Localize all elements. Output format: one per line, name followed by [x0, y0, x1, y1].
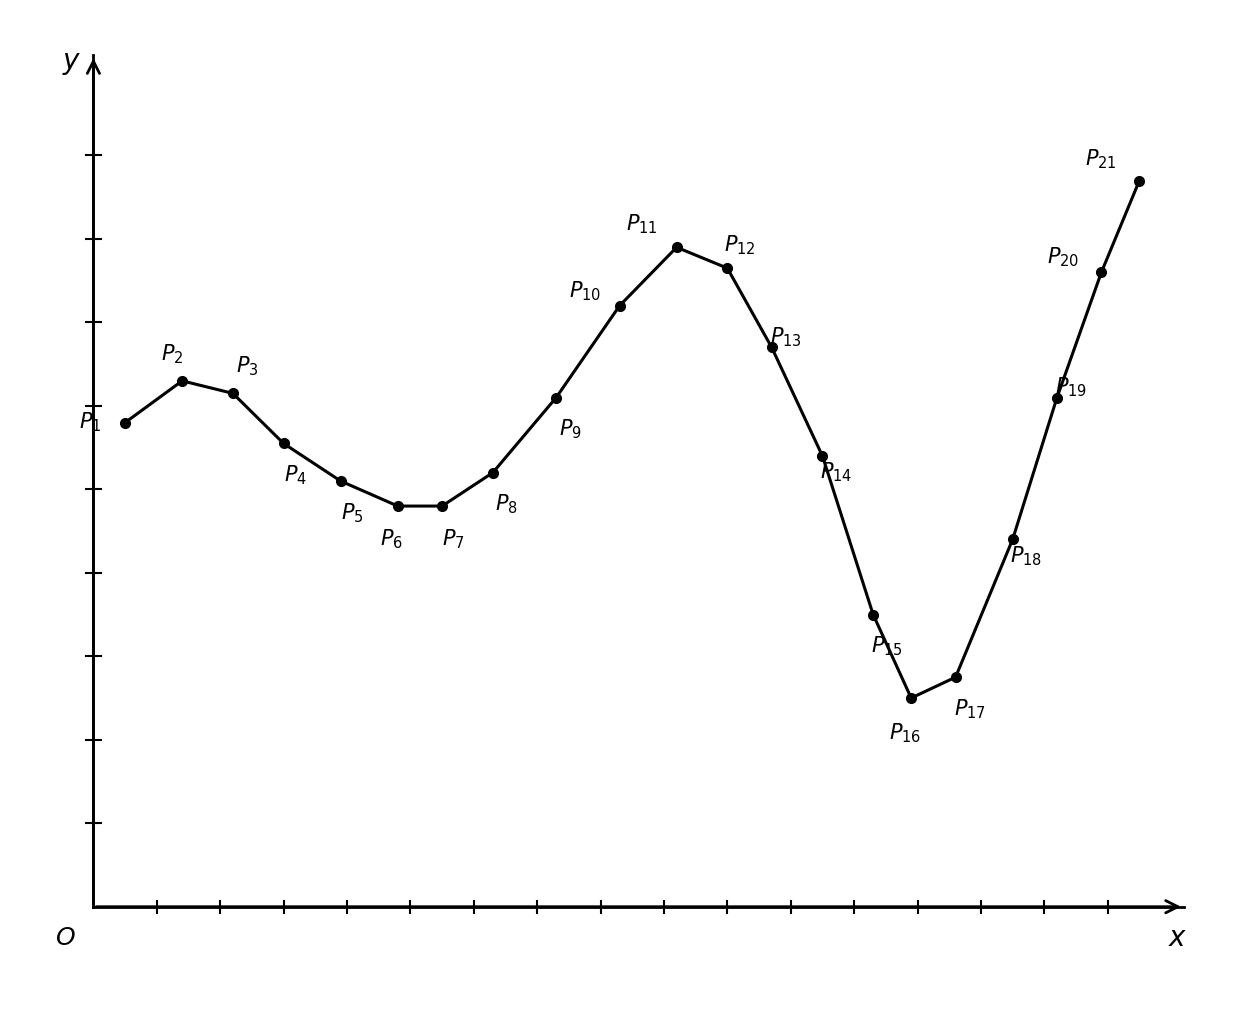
Text: $\mathit{P}_{7}$: $\mathit{P}_{7}$	[443, 528, 465, 551]
Text: $\mathit{y}$: $\mathit{y}$	[62, 50, 81, 77]
Text: $\mathit{P}_{5}$: $\mathit{P}_{5}$	[341, 500, 363, 525]
Text: $\mathit{P}_{11}$: $\mathit{P}_{11}$	[626, 212, 657, 236]
Text: $\mathit{P}_{4}$: $\mathit{P}_{4}$	[284, 463, 306, 487]
Text: $\mathit{P}_{3}$: $\mathit{P}_{3}$	[236, 355, 258, 378]
Text: $\mathit{P}_{1}$: $\mathit{P}_{1}$	[79, 411, 102, 435]
Text: $\mathit{P}_{12}$: $\mathit{P}_{12}$	[724, 233, 756, 256]
Text: $\mathit{P}_{15}$: $\mathit{P}_{15}$	[872, 635, 903, 658]
Text: $\mathit{P}_{16}$: $\mathit{P}_{16}$	[889, 721, 921, 745]
Text: $\mathit{P}_{20}$: $\mathit{P}_{20}$	[1048, 245, 1080, 269]
Text: $\mathit{P}_{2}$: $\mathit{P}_{2}$	[161, 342, 184, 366]
Text: $\mathit{P}_{14}$: $\mathit{P}_{14}$	[820, 461, 853, 484]
Text: $\mathit{P}_{18}$: $\mathit{P}_{18}$	[1011, 544, 1043, 568]
Text: $\mathit{P}_{6}$: $\mathit{P}_{6}$	[379, 528, 403, 551]
Text: $\mathit{P}_{21}$: $\mathit{P}_{21}$	[1085, 148, 1117, 172]
Text: $\mathit{P}_{8}$: $\mathit{P}_{8}$	[495, 492, 518, 517]
Text: $\mathit{P}_{10}$: $\mathit{P}_{10}$	[569, 278, 601, 303]
Text: $\mathit{P}_{13}$: $\mathit{P}_{13}$	[770, 326, 801, 349]
Text: $\mathit{P}_{17}$: $\mathit{P}_{17}$	[954, 697, 986, 720]
Text: $O$: $O$	[55, 927, 76, 949]
Text: $\mathit{P}_{19}$: $\mathit{P}_{19}$	[1055, 375, 1087, 400]
Text: $\mathit{x}$: $\mathit{x}$	[1168, 925, 1187, 951]
Text: $\mathit{P}_{9}$: $\mathit{P}_{9}$	[559, 418, 582, 441]
